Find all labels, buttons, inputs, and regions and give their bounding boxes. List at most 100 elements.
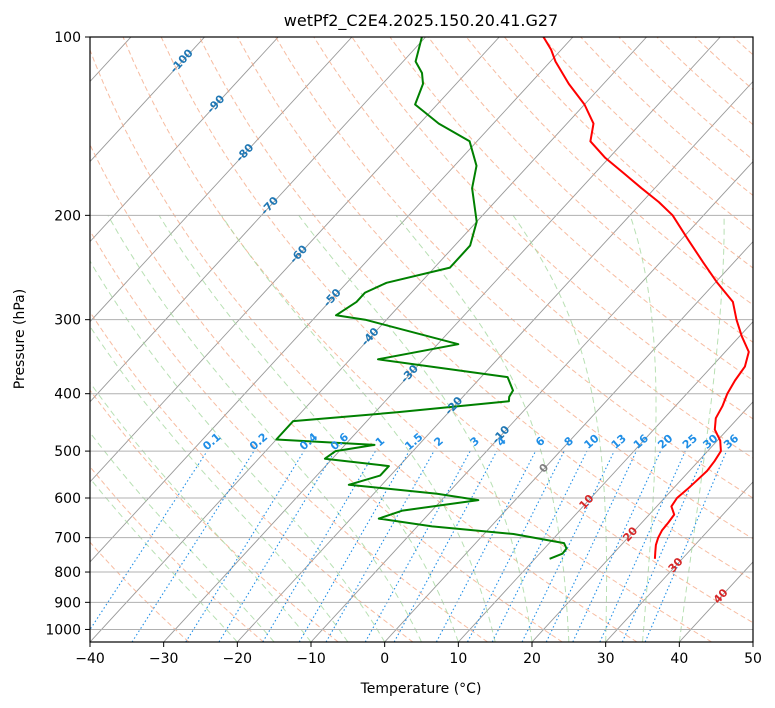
- dry-adiabat: [122, 37, 712, 642]
- plot-frame: [89, 36, 754, 643]
- mixing-ratio-line: [572, 450, 662, 642]
- isotherm-line: [531, 401, 753, 642]
- dry-adiabat: [90, 389, 339, 642]
- line-label: 6: [533, 434, 548, 449]
- y-axis-label: Pressure (hPa): [12, 289, 28, 389]
- y-tick-label: 700: [54, 531, 81, 547]
- y-tick-label: 300: [54, 313, 81, 329]
- x-tick-label: 10: [449, 651, 467, 667]
- dry-adiabat: [694, 37, 753, 91]
- isotherm-line: [458, 321, 753, 642]
- x-tick-label: 30: [597, 651, 615, 667]
- isotherm-line: [752, 641, 753, 642]
- moist-adiabat: [512, 215, 608, 642]
- isotherm-line: [90, 37, 500, 483]
- x-tick-label: 40: [670, 651, 688, 667]
- line-label: 36: [721, 432, 741, 452]
- moist-adiabat: [90, 477, 238, 642]
- y-tick-label: 600: [54, 491, 81, 507]
- x-tick-label: −20: [223, 651, 253, 667]
- dry-adiabat: [160, 37, 753, 624]
- line-label: 0.4: [297, 430, 320, 453]
- isotherm-line: [90, 37, 426, 403]
- mixing-ratio-line: [218, 450, 336, 642]
- isotherm-line: [310, 160, 753, 642]
- y-tick-label: 500: [54, 444, 81, 460]
- mixing-ratio-line: [491, 450, 588, 642]
- line-label: 1: [373, 434, 387, 449]
- mixing-ratio-line: [185, 450, 305, 642]
- y-tick-label: 800: [54, 565, 81, 581]
- dry-adiabat: [580, 37, 753, 197]
- line-label: 1.5: [402, 430, 425, 453]
- mixing-ratio-line: [364, 450, 471, 642]
- moist-adiabat: [90, 431, 275, 642]
- mixing-ratio-line: [262, 450, 376, 642]
- isotherm-line: [0, 37, 57, 642]
- moist-adiabat: [629, 215, 657, 642]
- mixing-ratio-line: [393, 450, 498, 642]
- mixing-ratio-line: [131, 450, 255, 642]
- y-tick-label: 900: [54, 595, 81, 611]
- mixing-ratio-line: [90, 450, 208, 631]
- dewpoint-profile: [275, 37, 568, 560]
- dry-adiabat: [90, 541, 190, 642]
- isotherm-line: [90, 37, 205, 163]
- line-label: 2: [432, 434, 446, 449]
- moist-adiabat: [678, 215, 725, 642]
- mixing-ratio-line: [521, 450, 615, 642]
- moist-adiabat: [220, 215, 496, 642]
- y-axis-ticks: 100 200 300 400 500 600 700 800 900 1000: [45, 30, 90, 638]
- dry-adiabat: [90, 311, 414, 642]
- moist-adiabat: [90, 381, 312, 642]
- mixing-ratio-line: [599, 450, 686, 642]
- isotherm-line: [90, 37, 574, 563]
- dry-adiabat: [90, 48, 638, 642]
- mixing-ratio-line: [621, 450, 707, 642]
- y-tick-label: 100: [54, 30, 81, 46]
- moist-adiabat: [158, 215, 459, 642]
- mixing-ratio-line: [644, 450, 728, 642]
- x-tick-label: 0: [380, 651, 389, 667]
- isotherm-line: [237, 80, 753, 642]
- mixing-ratio-line: [545, 450, 637, 642]
- isotherm-line: [90, 37, 279, 243]
- moist-adiabat: [90, 260, 386, 642]
- temperature-profile: [542, 37, 750, 559]
- y-tick-label: 1000: [45, 622, 81, 638]
- mixing-ratio-line: [298, 450, 410, 642]
- x-tick-label: −30: [149, 651, 179, 667]
- isotherm-line: [90, 37, 353, 323]
- x-tick-label: 20: [523, 651, 541, 667]
- x-axis-label: Temperature (°C): [360, 681, 482, 697]
- dry-adiabat: [465, 37, 753, 306]
- moist-adiabat: [395, 214, 570, 642]
- dry-adiabat: [771, 37, 775, 642]
- isotherm-line: [605, 481, 753, 642]
- mixing-ratio-line: [325, 450, 435, 642]
- profiles: [275, 37, 750, 560]
- dry-adiabat: [732, 37, 753, 56]
- isotherm-line: [384, 240, 753, 642]
- moist-adiabat: [107, 215, 422, 642]
- line-label: 16: [631, 432, 651, 452]
- line-label: 25: [680, 432, 700, 452]
- dry-adiabat: [90, 143, 563, 642]
- isotherm-line: [679, 561, 753, 642]
- line-label: 0.1: [200, 430, 223, 453]
- chart-title: wetPf2_C2E4.2025.150.20.41.G27: [284, 11, 558, 31]
- dry-adiabat: [90, 465, 264, 642]
- isotherm-line: [90, 37, 647, 642]
- x-tick-label: −10: [296, 651, 326, 667]
- dry-adiabat: [237, 37, 753, 540]
- dry-adiabat: [427, 37, 753, 343]
- dry-adiabat: [504, 37, 753, 269]
- moist-adiabat: [90, 325, 349, 642]
- y-tick-label: 400: [54, 387, 81, 403]
- background-lines: [0, 37, 775, 642]
- pressure-gridlines: [90, 37, 753, 630]
- dry-adiabat: [313, 37, 753, 459]
- dry-adiabat: [275, 37, 753, 499]
- line-label: 3: [468, 434, 482, 449]
